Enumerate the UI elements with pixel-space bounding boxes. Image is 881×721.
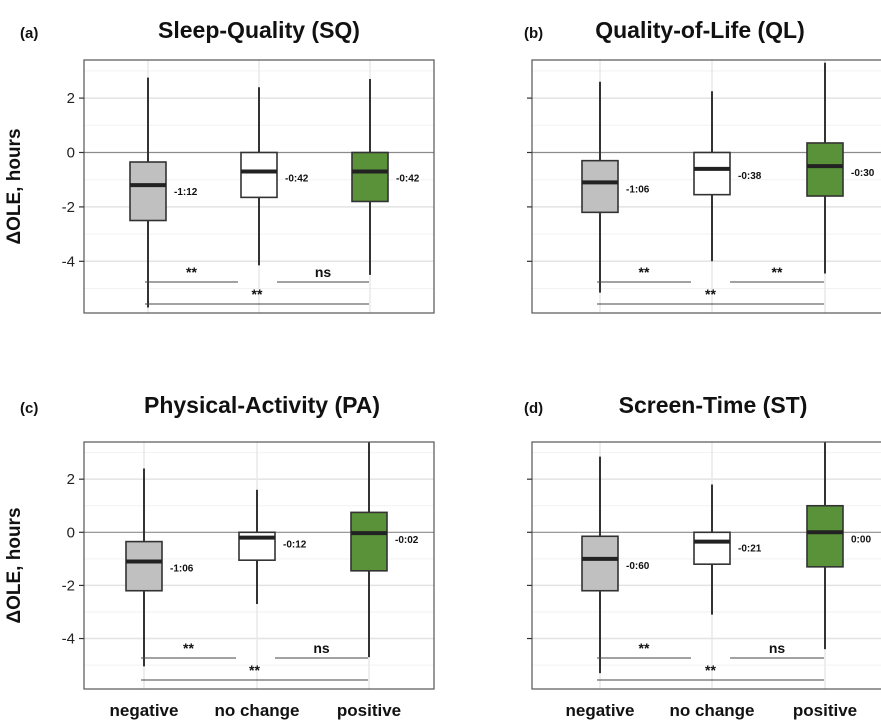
median-value-label: -1:12 [174,187,198,198]
y-tick-label: -4 [62,631,75,648]
median-value-label: -0:38 [738,171,762,182]
panel-label: (b) [524,25,543,42]
y-tick-label: 2 [67,471,75,488]
y-tick-label: 2 [67,90,75,107]
significance-label: ns [313,640,330,656]
y-tick-label: -2 [62,199,75,216]
y-tick-label: 0 [67,524,75,541]
box-no-change [240,151,278,199]
significance-label: ns [315,264,332,280]
significance-label: ** [186,264,197,280]
y-tick-label: 0 [67,144,75,161]
panel-title: Sleep-Quality (SQ) [158,17,360,43]
panel-label: (c) [20,400,38,417]
significance-label: ** [252,286,263,302]
panel-2: ** ** ** -1:06 -0:38 -0:30 [532,60,881,313]
significance-label: ** [639,640,650,656]
box-no-change [693,151,731,196]
significance-label: ** [639,264,650,280]
box-negative [125,540,163,592]
box-positive [351,151,389,203]
median-value-label: -1:06 [170,564,194,575]
median-value-label: 0:00 [851,534,871,545]
panel-border [531,441,881,690]
median-value-label: -1:06 [626,184,650,195]
median-value-label: -0:42 [396,174,420,185]
box-positive [806,504,844,568]
panel-border [83,59,435,314]
box-positive [350,511,388,572]
median-value-label: -0:30 [851,168,875,179]
y-tick-label: -4 [62,253,75,270]
y-tick-label: -2 [62,577,75,594]
panel-border [531,59,881,314]
x-category-label: negative [110,701,179,720]
significance-label: ** [183,640,194,656]
median-value-label: -0:02 [395,535,419,546]
significance-label: ** [705,662,716,678]
y-axis-label: ΔOLE, hours [4,128,25,244]
panel-label: (d) [524,400,543,417]
panel-title: Quality-of-Life (QL) [595,17,805,43]
significance-label: ** [772,264,783,280]
box-negative [581,159,619,214]
panel-1: ** ns ** -1:12 -0:42 -0:42 [84,60,434,313]
median-value-label: -0:21 [738,544,762,555]
panel-4: ** ns ** -0:60 -0:21 0:00 [532,442,881,689]
panel-label: (a) [20,25,38,42]
significance-label: ** [705,286,716,302]
x-category-label: no change [669,701,754,720]
box-negative [129,161,167,222]
x-category-label: negative [566,701,635,720]
x-category-label: no change [214,701,299,720]
significance-label: ns [769,640,786,656]
significance-label: ** [249,662,260,678]
y-axis-label: ΔOLE, hours [4,507,25,623]
panel-title: Screen-Time (ST) [619,392,808,418]
panel-title: Physical-Activity (PA) [144,392,380,418]
box-positive [806,142,844,197]
x-category-label: positive [793,701,857,720]
median-value-label: -0:60 [626,561,650,572]
median-value-label: -0:42 [285,174,309,185]
median-value-label: -0:12 [283,540,307,551]
panel-border [83,441,435,690]
box-no-change [693,531,731,565]
x-category-label: positive [337,701,401,720]
box-negative [581,535,619,592]
panel-3: ** ns ** -1:06 -0:12 -0:02 [84,442,434,689]
